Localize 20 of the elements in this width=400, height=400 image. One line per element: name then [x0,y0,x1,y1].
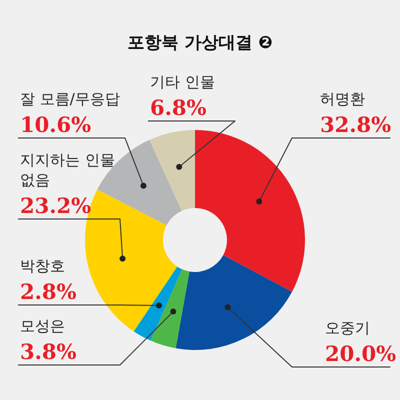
data-label: 6.8% [150,95,207,120]
donut-slice [150,269,190,348]
slice-label: 허명환 [320,90,365,108]
data-label: 32.8% [320,112,392,137]
data-label: 23.2% [20,193,92,218]
slice-label: 지지하는 인물 없음 [20,151,115,189]
donut-slice [195,130,305,292]
slice-label: 오중기 [325,319,370,337]
data-label: 2.8% [20,279,77,304]
slice-label: 기타 인물 [150,73,215,91]
donut-slice [176,255,292,350]
slice-label: 잘 모름/무응답 [20,90,120,108]
data-label: 20.0% [325,341,396,366]
donut-slice [134,266,182,341]
slice-label: 모성은 [20,317,65,335]
data-label: 10.6% [20,112,92,137]
slice-label: 박창호 [20,257,65,275]
donut-slice [149,130,195,211]
data-label: 3.8% [20,339,77,364]
chart-title: 포항북 가상대결 ❷ [127,33,273,53]
